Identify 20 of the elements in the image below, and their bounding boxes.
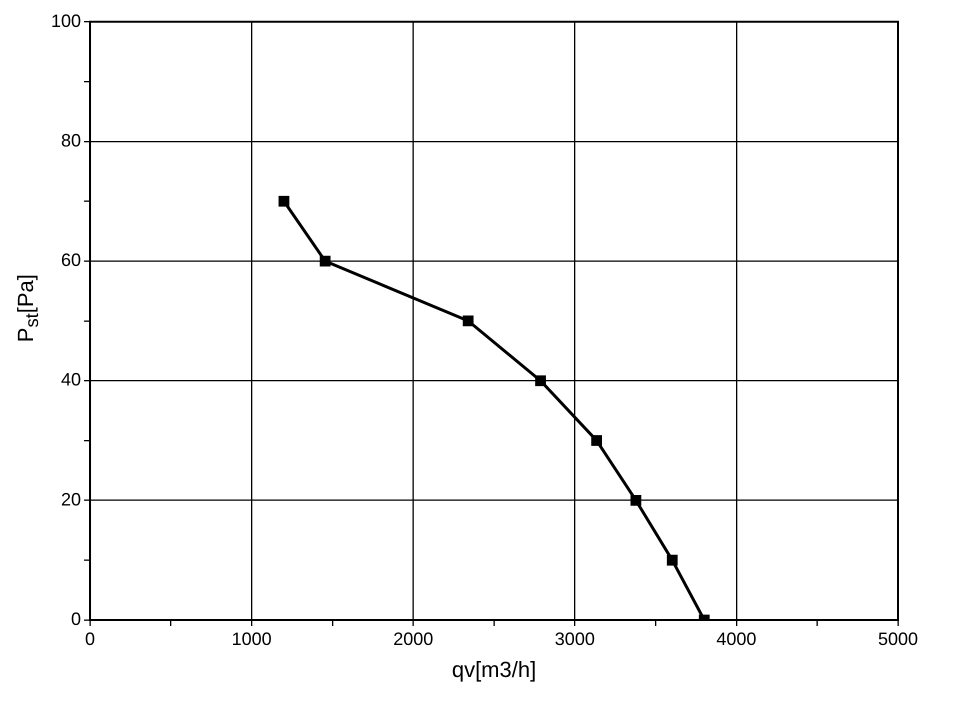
point <box>278 196 290 207</box>
y-tick-label: 100 <box>50 10 82 31</box>
x-tick-label: 4000 <box>716 628 756 649</box>
point <box>462 316 474 326</box>
y-tick-label: 60 <box>61 250 82 270</box>
x-axis-title: qv[m3/h] <box>452 656 536 682</box>
x-tick-label: 3000 <box>554 628 595 649</box>
x-tick-label: 1000 <box>232 628 272 649</box>
x-tick-label: 2000 <box>393 628 434 649</box>
y-tick-label: 0 <box>71 608 82 629</box>
y-tick-label: 80 <box>61 130 82 150</box>
x-tick-label: 0 <box>85 628 96 649</box>
point <box>630 494 642 506</box>
point <box>666 554 678 566</box>
x-tick-label: 5000 <box>878 628 918 649</box>
point <box>535 375 546 386</box>
point <box>320 256 331 266</box>
point <box>591 435 602 446</box>
y-tick-label: 20 <box>61 489 82 510</box>
y-tick-label: 40 <box>61 370 82 390</box>
